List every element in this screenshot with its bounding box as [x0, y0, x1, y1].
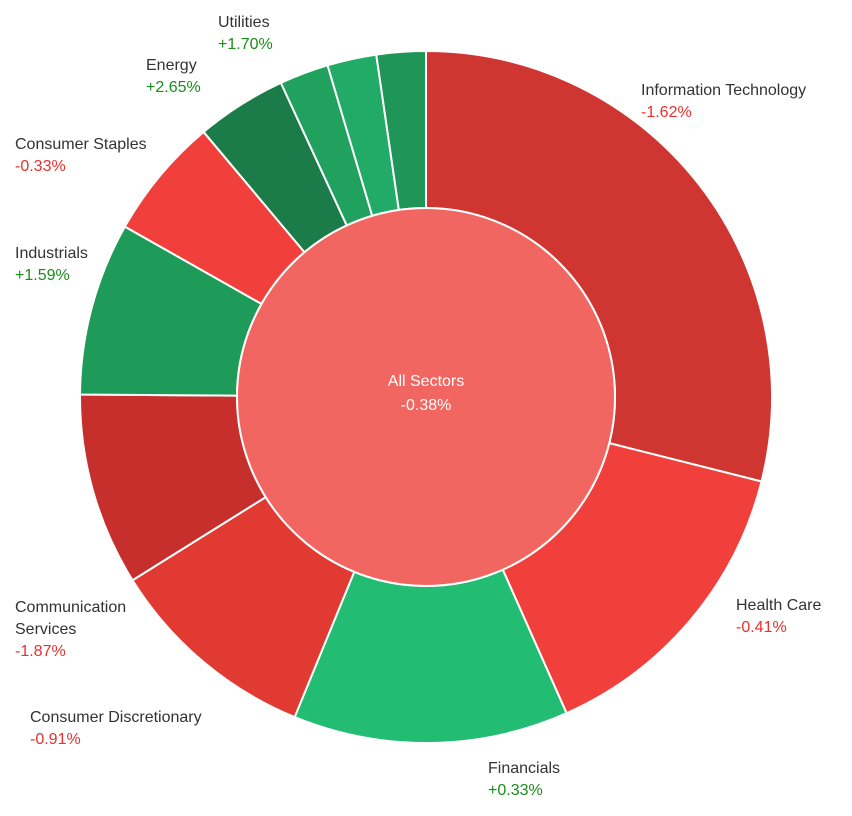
label-name: Information Technology: [641, 82, 807, 99]
label-energy: Energy +2.65%: [146, 55, 201, 99]
label-utilities: Utilities +1.70%: [218, 12, 273, 56]
label-change: -0.91%: [30, 731, 81, 748]
center-circle: [236, 207, 616, 587]
label-financials: Financials +0.33%: [488, 758, 560, 802]
label-health-care: Health Care -0.41%: [736, 595, 821, 639]
label-change: +1.70%: [218, 36, 273, 53]
donut-slices: [79, 49, 773, 744]
label-name: Industrials: [15, 245, 88, 262]
label-name-line2: Services: [15, 621, 77, 638]
center-name: All Sectors: [387, 373, 465, 390]
label-change: -0.41%: [736, 619, 787, 636]
label-consumer-staples: Consumer Staples -0.33%: [15, 134, 147, 178]
label-change: -0.33%: [15, 158, 66, 175]
label-name: Financials: [488, 760, 561, 777]
label-information-technology: Information Technology -1.62%: [641, 80, 806, 124]
label-industrials: Industrials +1.59%: [15, 243, 88, 287]
label-name: Consumer Discretionary: [30, 709, 202, 726]
label-name: Consumer Staples: [15, 136, 147, 153]
label-consumer-discretionary: Consumer Discretionary -0.91%: [30, 707, 202, 751]
label-name: Utilities: [218, 14, 270, 31]
label-name: Communication: [15, 599, 127, 616]
label-change: -1.62%: [641, 104, 692, 121]
label-change: +0.33%: [488, 782, 543, 799]
label-change: +2.65%: [146, 79, 201, 96]
label-name: Energy: [146, 57, 197, 74]
center-change: -0.38%: [400, 397, 452, 414]
label-change: +1.59%: [15, 267, 70, 284]
label-name: Health Care: [736, 597, 822, 614]
label-communication-services: Communication Services -1.87%: [15, 597, 126, 663]
center-label: All Sectors -0.38%: [326, 370, 526, 418]
label-change: -1.87%: [15, 643, 66, 660]
